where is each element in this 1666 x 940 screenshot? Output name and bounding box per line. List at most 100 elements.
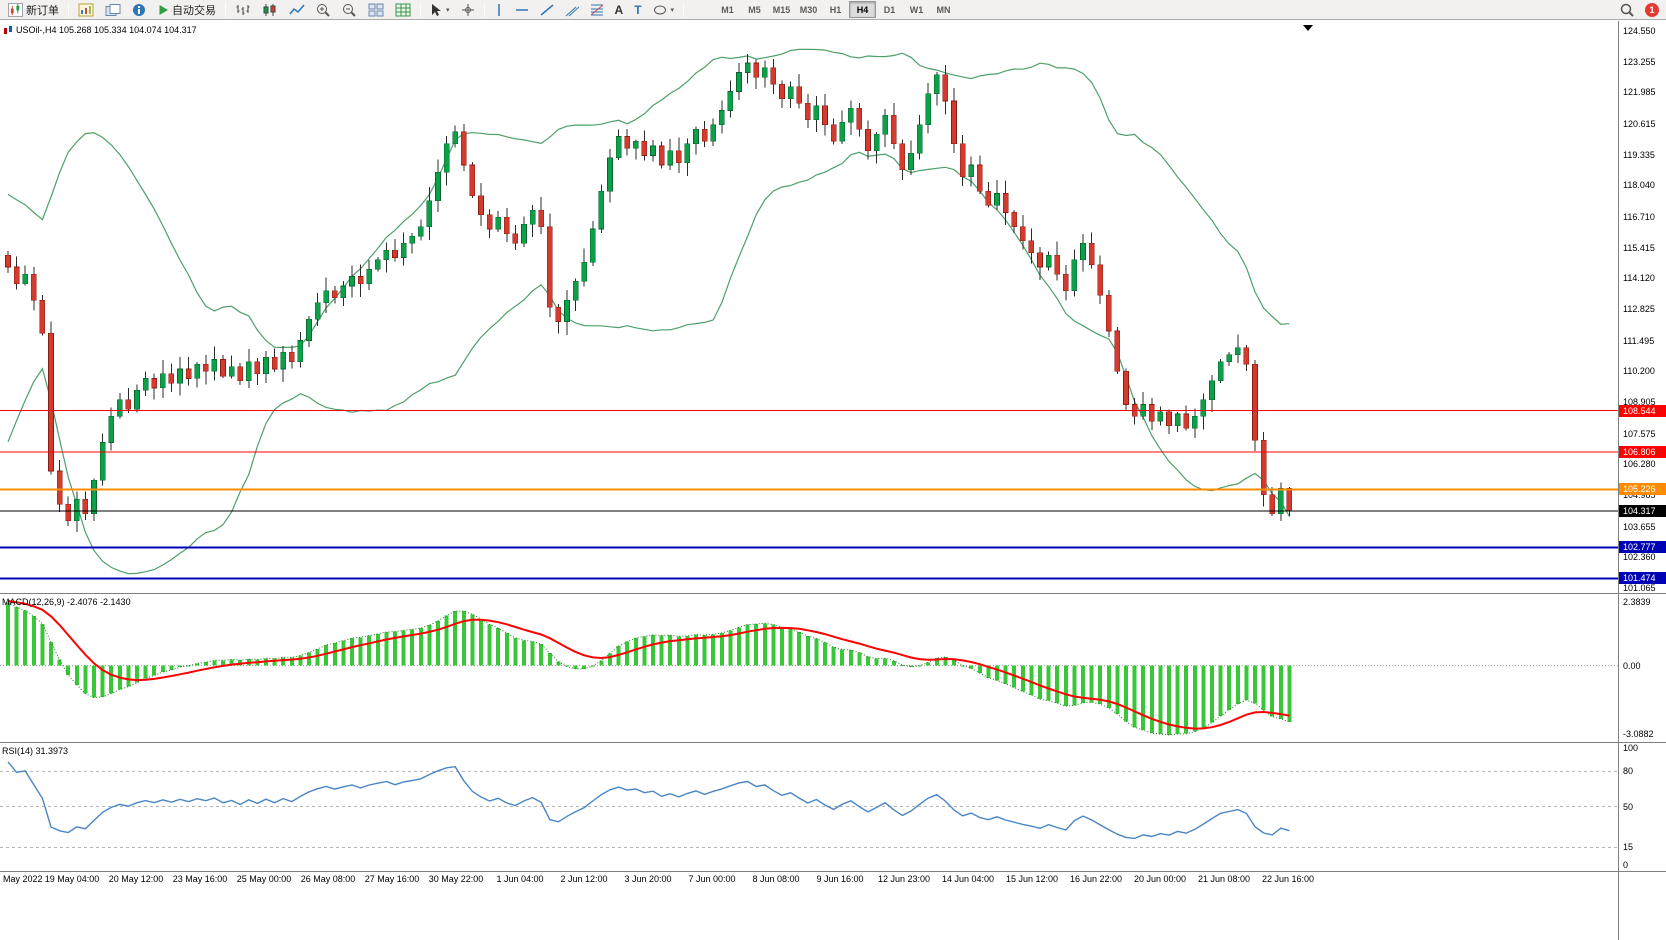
time-axis-label: 8 Jun 08:00 bbox=[752, 874, 800, 884]
channel-button[interactable] bbox=[560, 1, 584, 19]
timeframe-button-m1[interactable]: M1 bbox=[714, 1, 741, 18]
timeframe-button-m15[interactable]: M15 bbox=[768, 1, 795, 18]
line-chart-button[interactable] bbox=[284, 1, 310, 19]
time-axis-label: 22 Jun 16:00 bbox=[1261, 874, 1315, 884]
macd-panel[interactable] bbox=[0, 594, 1618, 741]
time-axis-label: 30 May 22:00 bbox=[428, 874, 484, 884]
time-axis-label: 14 Jun 04:00 bbox=[941, 874, 995, 884]
cursor-icon bbox=[430, 3, 442, 17]
time-axis-label: 25 May 00:00 bbox=[236, 874, 292, 884]
price-chart[interactable] bbox=[0, 21, 1618, 592]
data-window-icon bbox=[132, 3, 147, 17]
rsi-line bbox=[7, 761, 1290, 840]
vertical-line-icon bbox=[494, 3, 504, 17]
price-tag-102.777: 102.777 bbox=[1619, 541, 1666, 554]
candlestick-chart-icon bbox=[262, 3, 278, 17]
crosshair-icon bbox=[461, 3, 475, 17]
auto-trading-icon bbox=[158, 4, 169, 16]
vertical-line-button[interactable] bbox=[489, 1, 509, 19]
price-axis-label: 110.200 bbox=[1623, 366, 1655, 377]
bar-chart-icon bbox=[235, 3, 251, 17]
price-shift-marker[interactable] bbox=[1303, 25, 1313, 31]
new-order-label: 新订单 bbox=[26, 4, 59, 17]
time-axis-label: 12 Jun 23:00 bbox=[877, 874, 931, 884]
charts-icon bbox=[78, 3, 94, 17]
rsi-axis-label: 50 bbox=[1623, 801, 1634, 812]
time-axis-label: 23 May 16:00 bbox=[172, 874, 228, 884]
notification-badge[interactable]: 1 bbox=[1645, 2, 1659, 17]
trendline-button[interactable] bbox=[535, 1, 559, 19]
price-axis-label: 114.120 bbox=[1623, 273, 1655, 284]
timeframe-group: M1 M5 M15 M30 H1 H4 D1 W1 MN bbox=[714, 1, 957, 18]
price-scale[interactable]: 124.550 123.255 121.985 120.615 119.335 118.0… bbox=[1618, 21, 1666, 940]
profiles-button[interactable] bbox=[100, 1, 126, 19]
shapes-button[interactable]: ▾ bbox=[648, 1, 680, 19]
time-axis-label: 16 Jun 22:00 bbox=[1069, 874, 1123, 884]
rsi-label: RSI(14) 31.3973 bbox=[2, 746, 69, 756]
price-axis-label: 103.655 bbox=[1623, 521, 1656, 532]
zoom-out-button[interactable] bbox=[337, 1, 362, 19]
horizontal-line-button[interactable] bbox=[510, 1, 534, 19]
toolbar-separator bbox=[68, 2, 69, 17]
timeframe-button-mn[interactable]: MN bbox=[930, 1, 957, 18]
zoom-in-button[interactable] bbox=[311, 1, 336, 19]
timeframe-button-h1[interactable]: H1 bbox=[822, 1, 849, 18]
timeframe-button-h4[interactable]: H4 bbox=[849, 1, 877, 18]
bollinger-upper-band[interactable] bbox=[7, 48, 1290, 348]
price-axis-label: 124.550 bbox=[1623, 26, 1656, 36]
trendline-icon bbox=[540, 3, 554, 17]
timeframe-button-d1[interactable]: D1 bbox=[876, 1, 903, 18]
macd-panel-separator[interactable] bbox=[0, 593, 1666, 594]
shapes-icon bbox=[653, 4, 667, 16]
time-axis-label: 20 Jun 00:00 bbox=[1133, 874, 1187, 884]
candlestick-chart-button[interactable] bbox=[257, 1, 283, 19]
time-axis-label: 1 Jun 04:00 bbox=[496, 874, 544, 884]
crosshair-button[interactable] bbox=[456, 1, 480, 19]
symbol-icon bbox=[4, 25, 13, 35]
auto-trading-label: 自动交易 bbox=[172, 4, 216, 17]
cursor-button[interactable]: ▾ bbox=[425, 1, 455, 19]
price-axis-label: 116.710 bbox=[1623, 211, 1655, 222]
time-axis-label: 27 May 16:00 bbox=[364, 874, 420, 884]
charts-button[interactable] bbox=[73, 1, 99, 19]
candles-group[interactable] bbox=[5, 53, 1293, 532]
grid-button[interactable] bbox=[390, 1, 416, 19]
time-axis[interactable]: May 2022 19 May 04:00 20 May 12:00 23 May 1… bbox=[0, 872, 1618, 888]
bar-chart-button[interactable] bbox=[230, 1, 256, 19]
timeframe-button-m30[interactable]: M30 bbox=[795, 1, 822, 18]
new-order-icon bbox=[8, 2, 23, 17]
time-axis-separator bbox=[0, 871, 1666, 872]
chevron-down-icon: ▾ bbox=[670, 6, 675, 14]
fibonacci-button[interactable] bbox=[585, 1, 609, 19]
price-axis-label: 106.280 bbox=[1623, 459, 1656, 470]
time-axis-label: 7 Jun 00:00 bbox=[688, 874, 736, 884]
rsi-axis-label: 80 bbox=[1623, 766, 1634, 777]
price-axis-label: 112.825 bbox=[1623, 304, 1655, 315]
text-button[interactable]: A bbox=[610, 1, 629, 19]
profiles-icon bbox=[105, 3, 121, 17]
main-toolbar: 新订单 自动交易 ▾ A T ▾ M1 M5 M15 M30 H1 H4 D1 W1 MN 1 bbox=[0, 0, 1666, 20]
label-button[interactable]: T bbox=[629, 1, 646, 19]
bollinger-lower-band[interactable] bbox=[7, 151, 1290, 575]
price-tag-105.226: 105.226 bbox=[1619, 483, 1666, 496]
tile-windows-button[interactable] bbox=[363, 1, 389, 19]
price-axis-label: 111.495 bbox=[1623, 335, 1655, 346]
price-axis-label: 108.905 bbox=[1623, 397, 1656, 408]
price-axis-label: 115.415 bbox=[1623, 242, 1655, 253]
chart-title: USOil-,H4 105.268 105.334 104.074 104.31… bbox=[4, 25, 197, 35]
macd-axis-label: -3.0882 bbox=[1623, 729, 1654, 739]
data-window-button[interactable] bbox=[127, 1, 152, 19]
rsi-axis-label: 15 bbox=[1623, 842, 1634, 853]
rsi-panel[interactable] bbox=[0, 743, 1618, 870]
time-axis-label: May 2022 bbox=[3, 874, 43, 884]
search-button[interactable] bbox=[1615, 1, 1640, 19]
price-tag-104.317: 104.317 bbox=[1619, 504, 1666, 517]
auto-trading-button[interactable]: 自动交易 bbox=[153, 1, 221, 19]
toolbar-separator bbox=[483, 2, 485, 17]
timeframe-button-w1[interactable]: W1 bbox=[903, 1, 930, 18]
new-order-button[interactable]: 新订单 bbox=[3, 1, 64, 19]
timeframe-button-m5[interactable]: M5 bbox=[741, 1, 768, 18]
time-axis-label: 3 Jun 20:00 bbox=[624, 874, 672, 884]
rsi-panel-separator[interactable] bbox=[0, 742, 1666, 743]
grid-icon bbox=[395, 3, 411, 17]
